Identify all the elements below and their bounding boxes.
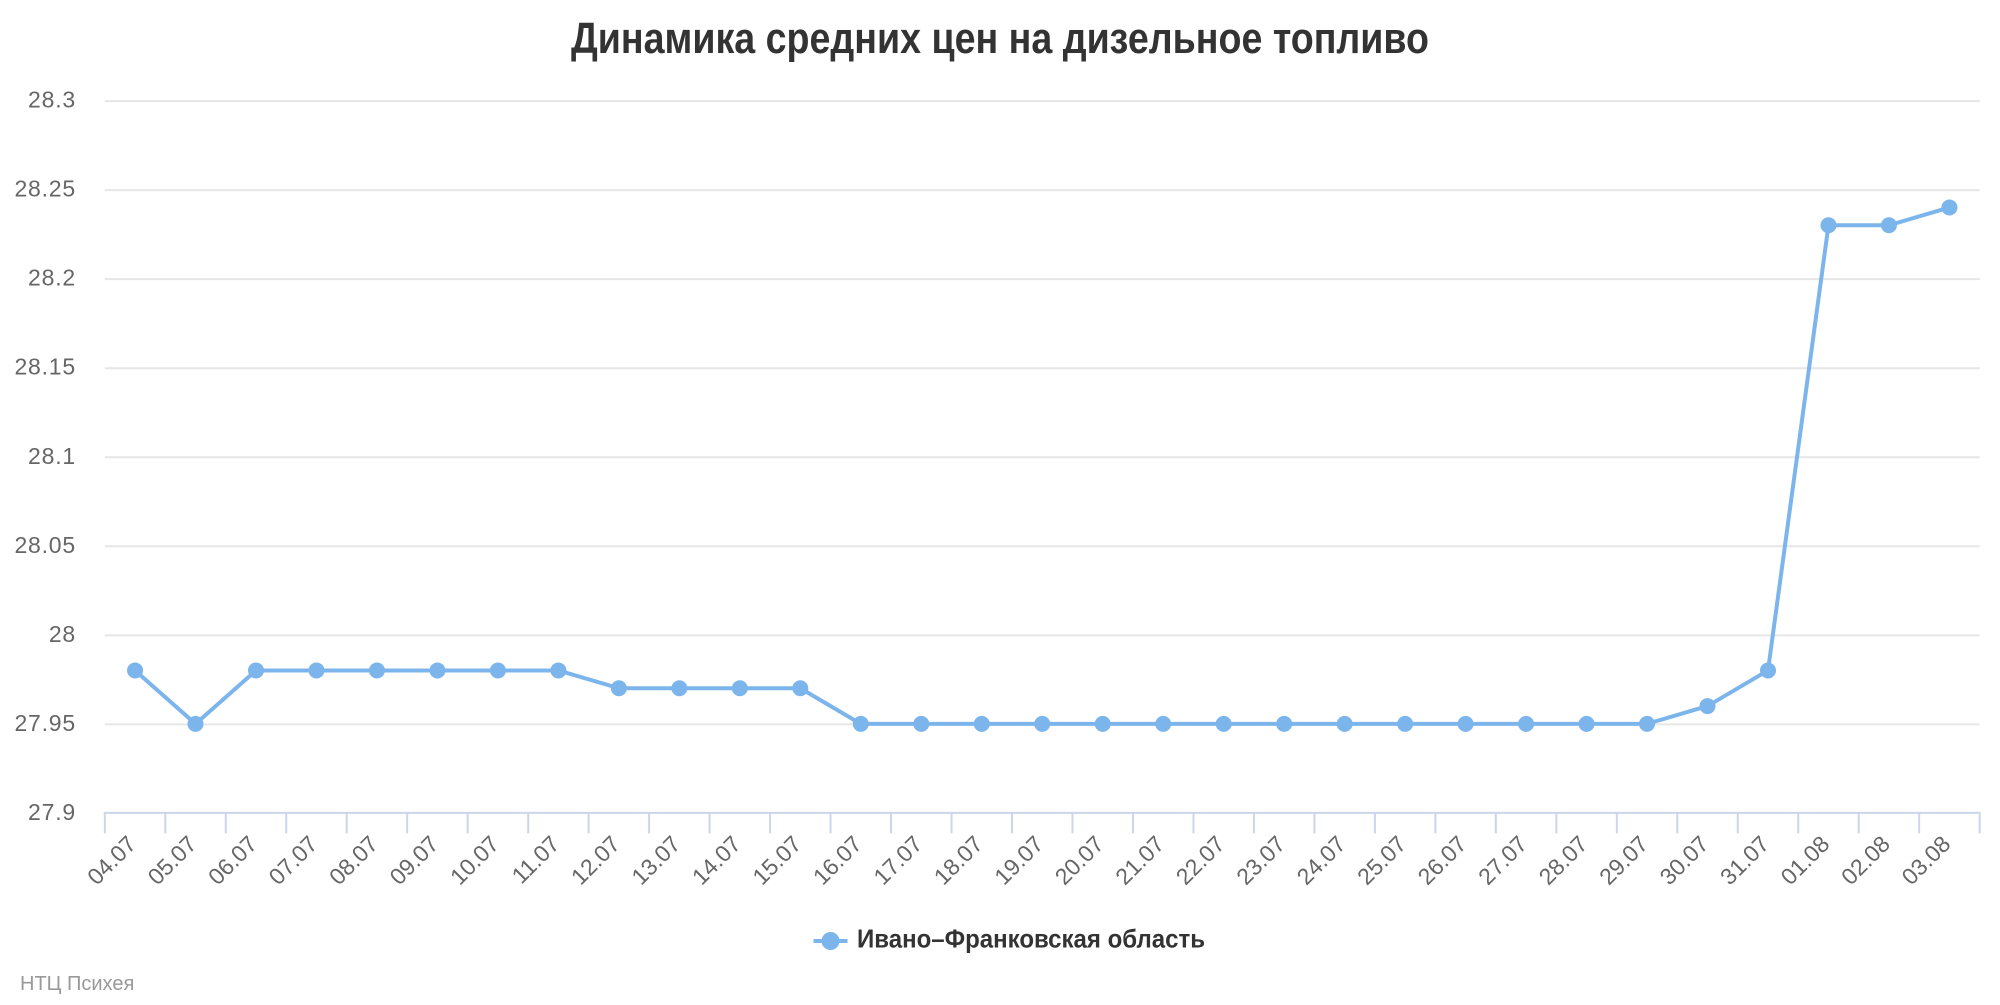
svg-text:27.95: 27.95 [14,710,76,736]
svg-text:НТЦ Психея: НТЦ Психея [20,973,134,995]
svg-text:28.1: 28.1 [28,443,76,469]
svg-text:28.2: 28.2 [28,265,76,291]
svg-text:28.05: 28.05 [14,532,76,558]
svg-text:Динамика средних цен на дизель: Динамика средних цен на дизельное топлив… [571,14,1429,63]
svg-text:28.15: 28.15 [14,354,76,380]
svg-text:28.25: 28.25 [14,176,76,202]
svg-text:27.9: 27.9 [28,799,76,825]
svg-text:28: 28 [49,621,76,647]
svg-text:Ивано–Франковская область: Ивано–Франковская область [857,924,1205,954]
svg-text:28.3: 28.3 [28,87,76,113]
